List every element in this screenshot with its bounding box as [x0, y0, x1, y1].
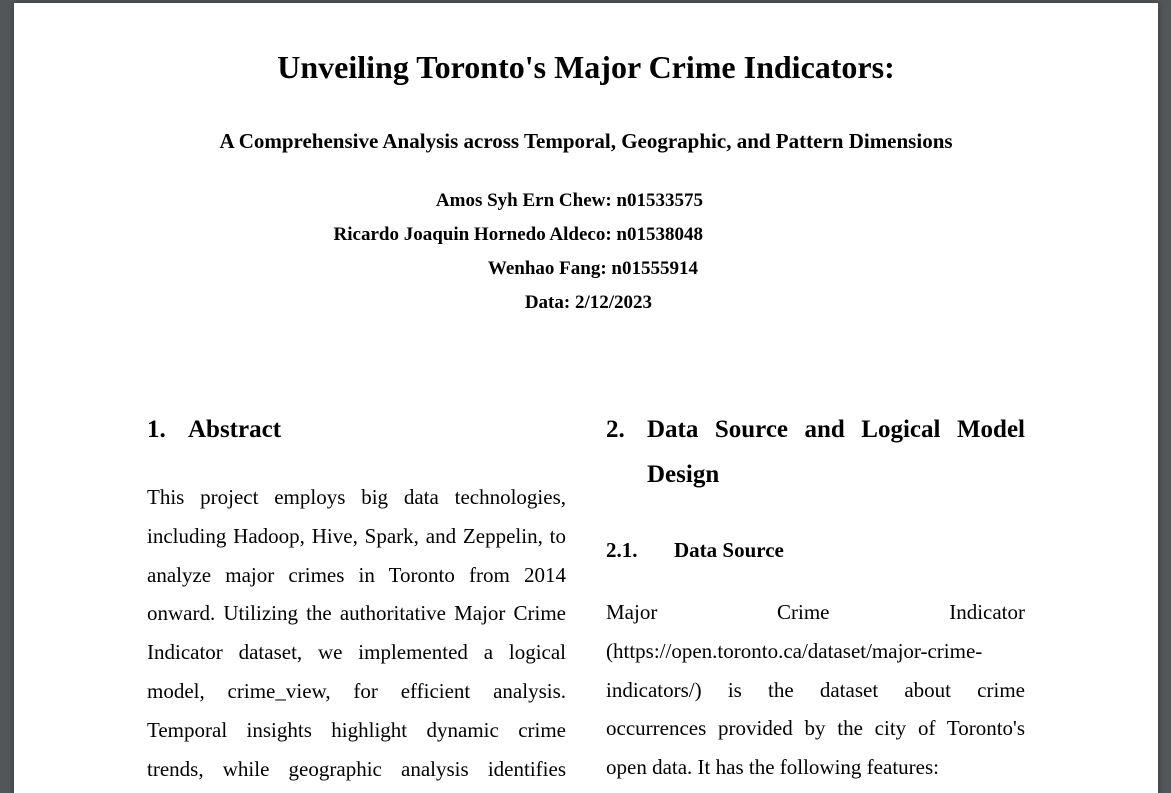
author-line: Ricardo Joaquin Hornedo Aldeco: n0153804… [333, 224, 703, 245]
abstract-heading: 1. Abstract [147, 407, 566, 452]
subsection-number: 2.1. [606, 538, 638, 562]
paper-title: Unveiling Toronto's Major Crime Indicato… [277, 49, 895, 85]
document-page: Unveiling Toronto's Major Crime Indicato… [14, 3, 1158, 793]
section-number: 1. [147, 416, 166, 443]
section-title: Data Source and Logical Model Design [647, 416, 1025, 488]
author-line: Wenhao Fang: n01555914 [487, 258, 698, 279]
paper-subtitle: A Comprehensive Analysis across Temporal… [219, 129, 953, 153]
abstract-text: This project employs big data technologi… [147, 485, 566, 781]
subsection-heading: 2.1. Data Source [606, 535, 1025, 565]
data-source-text: Major Crime Indicator (https://open.toro… [606, 600, 1025, 780]
section-title: Abstract [188, 416, 282, 443]
data-source-column: 2. Data Source and Logical Model Design … [606, 407, 1025, 787]
abstract-column: 1. Abstract This project employs big dat… [147, 407, 566, 793]
date-line: Data: 2/12/2023 [524, 292, 652, 313]
subsection-title: Data Source [674, 538, 784, 562]
author-line: Amos Syh Ern Chew: n01533575 [435, 190, 703, 211]
section-number: 2. [606, 416, 625, 443]
data-source-heading: 2. Data Source and Logical Model Design [606, 407, 1025, 497]
